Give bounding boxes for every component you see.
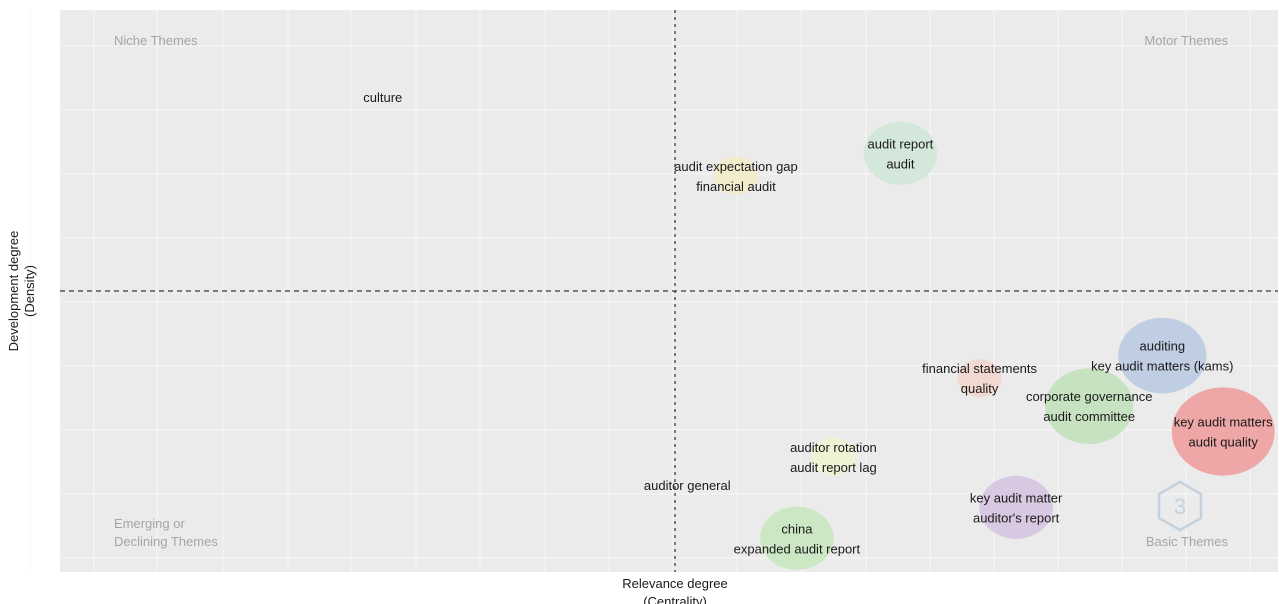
theme-label: key audit matter — [970, 490, 1063, 505]
quadrant-labels: Niche Themes Motor Themes Emerging or Dec… — [114, 33, 1228, 549]
theme-bubble — [760, 506, 834, 570]
theme-bubble — [863, 121, 938, 185]
theme-label: audit quality — [1188, 435, 1258, 450]
quadrant-label-niche: Niche Themes — [114, 33, 198, 48]
theme-label: auditor's report — [973, 510, 1060, 525]
quadrant-dividers — [60, 10, 1278, 572]
theme-bubble — [957, 359, 1002, 398]
theme-label: financial audit — [696, 179, 776, 194]
quadrant-label-motor: Motor Themes — [1144, 33, 1228, 48]
theme-bubbles — [713, 121, 1275, 570]
theme-label: auditor rotation — [790, 440, 877, 455]
theme-bubble — [1045, 368, 1134, 445]
x-axis-title: Relevance degree (Centrality) — [622, 576, 728, 604]
quadrant-label-basic: Basic Themes — [1146, 534, 1229, 549]
theme-label: auditor general — [644, 478, 731, 493]
y-axis-title: Development degree(Density) — [6, 231, 37, 352]
theme-label: corporate governance — [1026, 389, 1152, 404]
theme-bubble — [811, 437, 856, 476]
theme-label: auditing — [1140, 339, 1186, 354]
theme-label: audit report — [868, 136, 934, 151]
theme-label: culture — [363, 90, 402, 105]
theme-label: audit — [886, 156, 915, 171]
theme-label: financial statements — [922, 361, 1037, 376]
theme-label: key audit matters — [1174, 415, 1273, 430]
theme-label: audit report lag — [790, 460, 877, 475]
theme-labels: culture audit report audit audit expectatio… — [363, 90, 1273, 556]
theme-bubble — [1118, 317, 1207, 394]
theme-bubble — [979, 475, 1053, 539]
svg-text:3: 3 — [1174, 494, 1186, 519]
theme-label: audit committee — [1043, 409, 1135, 424]
theme-label: audit expectation gap — [674, 159, 798, 174]
theme-label: china — [781, 521, 813, 536]
theme-label: key audit matters (kams) — [1091, 359, 1233, 374]
watermark-logo: 3 — [1157, 480, 1203, 532]
theme-label: quality — [961, 381, 999, 396]
theme-bubble — [1171, 387, 1275, 476]
theme-bubble — [713, 156, 759, 195]
theme-label: expanded audit report — [734, 541, 861, 556]
quadrant-label-emerging: Emerging or Declining Themes — [114, 516, 218, 549]
